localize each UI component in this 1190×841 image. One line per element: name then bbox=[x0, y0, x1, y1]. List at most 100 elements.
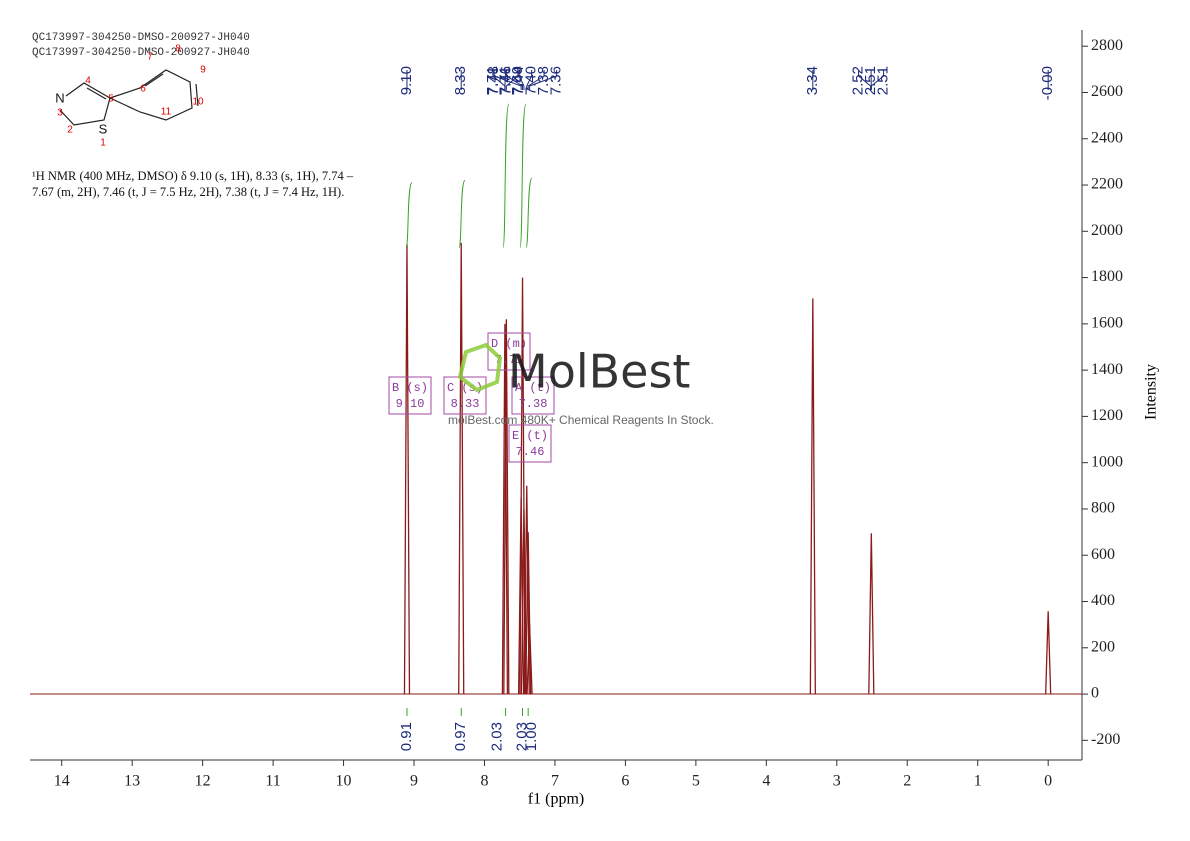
y-tick-label: 2200 bbox=[1091, 176, 1123, 193]
atom-label: 8 bbox=[175, 44, 181, 55]
peak bbox=[809, 298, 816, 695]
peak-label: 8.33 bbox=[452, 66, 469, 95]
x-tick-label: 13 bbox=[124, 773, 140, 790]
y-tick-label: 800 bbox=[1091, 500, 1115, 517]
multiplet-shift: 8.33 bbox=[451, 397, 480, 411]
y-tick-label: 400 bbox=[1091, 592, 1115, 609]
x-tick-label: 3 bbox=[833, 773, 841, 790]
peak-label-leader bbox=[529, 70, 558, 90]
multiplet-box bbox=[388, 376, 432, 415]
atom-label: 2 bbox=[67, 125, 73, 136]
y-tick-label: 2400 bbox=[1091, 129, 1123, 146]
peak bbox=[523, 485, 530, 695]
x-tick-label: 14 bbox=[54, 773, 70, 790]
x-axis-label: f1 (ppm) bbox=[528, 791, 584, 808]
multiplet-name: C (s) bbox=[447, 381, 483, 395]
multiplet-name: D (m) bbox=[491, 337, 527, 351]
integral-curve bbox=[502, 103, 510, 248]
integral-curve bbox=[405, 182, 413, 248]
y-tick-label: 600 bbox=[1091, 546, 1115, 563]
multiplet-box bbox=[508, 424, 552, 463]
x-tick-label: 8 bbox=[480, 773, 488, 790]
x-tick-label: 7 bbox=[551, 773, 559, 790]
file-name: QC173997-304250-DMSO-200927-JH040 bbox=[32, 32, 250, 44]
multiplet-box bbox=[443, 376, 487, 415]
y-tick-label: 2000 bbox=[1091, 222, 1123, 239]
peak-label: 7.44 bbox=[510, 66, 527, 95]
atom-label: 1 bbox=[100, 138, 106, 149]
peak-label-leader bbox=[858, 70, 872, 90]
peak-label-leader bbox=[493, 70, 522, 90]
peak-label-leader bbox=[526, 70, 533, 90]
peak bbox=[526, 624, 533, 695]
multiplet-shift: 7.38 bbox=[519, 397, 548, 411]
x-tick-label: 0 bbox=[1044, 773, 1052, 790]
peak bbox=[458, 242, 465, 695]
y-tick-label: -200 bbox=[1091, 731, 1120, 748]
atom-label: 5 bbox=[108, 94, 114, 105]
multiplet-name: A (t) bbox=[515, 381, 551, 395]
peak-label-leader bbox=[518, 70, 525, 90]
y-tick-label: 0 bbox=[1091, 685, 1099, 702]
peak-label: 2.51 bbox=[862, 66, 879, 95]
peak bbox=[868, 533, 875, 695]
atom-label: 3 bbox=[57, 108, 63, 119]
integral-label: 1.00 bbox=[523, 722, 540, 751]
peak bbox=[501, 323, 509, 695]
integral-label: 2.03 bbox=[513, 722, 530, 751]
multiplet-shift: 7.71 bbox=[495, 353, 524, 367]
multiplet-box bbox=[487, 332, 531, 371]
atom-label: N bbox=[55, 90, 64, 105]
x-tick-label: 9 bbox=[410, 773, 418, 790]
y-tick-label: 1000 bbox=[1091, 453, 1123, 470]
atom-label: 4 bbox=[85, 76, 91, 87]
watermark-subtitle: molBest.com 480K+ Chemical Reagents In S… bbox=[448, 413, 714, 427]
x-tick-label: 4 bbox=[762, 773, 770, 790]
multiplet-name: B (s) bbox=[392, 381, 428, 395]
multiplet-box bbox=[511, 376, 555, 415]
y-axis-label: Intensity bbox=[1143, 364, 1160, 420]
atom-label: S bbox=[99, 121, 108, 136]
x-tick-label: 2 bbox=[903, 773, 911, 790]
peak-label: 7.71 bbox=[484, 66, 501, 95]
y-tick-label: 1400 bbox=[1091, 361, 1123, 378]
peak-label: 3.34 bbox=[804, 66, 821, 95]
multiplet-shift: 9.10 bbox=[396, 397, 425, 411]
y-tick-label: 2600 bbox=[1091, 83, 1123, 100]
peak-label-leader bbox=[506, 70, 524, 90]
y-tick-label: 1200 bbox=[1091, 407, 1123, 424]
y-tick-label: 200 bbox=[1091, 638, 1115, 655]
integral-curve bbox=[458, 179, 466, 248]
y-tick-label: 1600 bbox=[1091, 315, 1123, 332]
integral-label: 0.97 bbox=[452, 722, 469, 751]
molecule-bonds bbox=[59, 69, 199, 126]
peak-label-leader bbox=[505, 70, 519, 90]
atom-label: 10 bbox=[192, 97, 204, 108]
integral-curve bbox=[519, 103, 527, 248]
atom-label: 11 bbox=[161, 107, 172, 118]
peak-label-leader bbox=[870, 70, 885, 90]
peak bbox=[503, 319, 510, 695]
peak-label: -0.00 bbox=[1039, 66, 1056, 100]
integral-label: 2.03 bbox=[489, 722, 506, 751]
peak-label: 2.52 bbox=[850, 66, 867, 95]
peak-label-leader bbox=[527, 70, 545, 90]
peak-label: 7.46 bbox=[498, 66, 515, 95]
y-tick-label: 2800 bbox=[1091, 37, 1123, 54]
peak bbox=[1045, 611, 1052, 695]
multiplet-name: E (t) bbox=[512, 429, 548, 443]
peak bbox=[403, 244, 411, 695]
integral-label: 0.91 bbox=[398, 722, 415, 751]
file-name: QC173997-304250-DMSO-200927-JH040 bbox=[32, 47, 250, 59]
nmr-description: ¹H NMR (400 MHz, DMSO) δ 9.10 (s, 1H), 8… bbox=[32, 169, 354, 199]
x-tick-label: 6 bbox=[621, 773, 629, 790]
atom-label: 7 bbox=[147, 52, 153, 63]
x-tick-label: 10 bbox=[336, 773, 352, 790]
x-tick-label: 12 bbox=[195, 773, 211, 790]
peak-label: 7.48 bbox=[485, 66, 502, 95]
peak-label: 7.36 bbox=[548, 66, 565, 95]
peak-label: 9.10 bbox=[398, 66, 415, 95]
multiplet-shift: 7.46 bbox=[516, 445, 545, 459]
